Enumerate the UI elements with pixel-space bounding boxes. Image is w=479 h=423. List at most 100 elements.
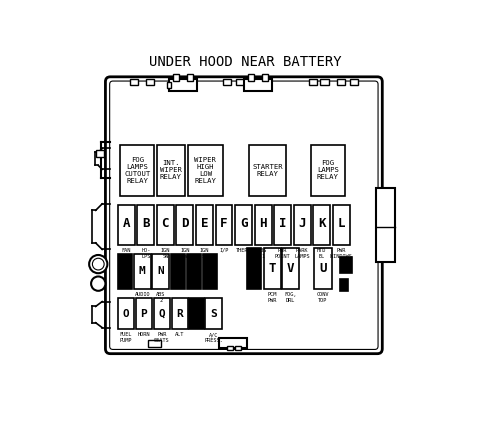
Bar: [136, 298, 152, 329]
Text: FOG
LAMPS
CUTOUT
RELAY: FOG LAMPS CUTOUT RELAY: [124, 157, 150, 184]
Bar: [320, 79, 329, 85]
Text: Q: Q: [159, 309, 165, 319]
Bar: [152, 254, 169, 288]
Text: PWR
WINDOWS: PWR WINDOWS: [331, 248, 352, 258]
Bar: [294, 206, 310, 244]
Bar: [169, 79, 197, 91]
Bar: [282, 248, 299, 288]
Bar: [333, 206, 350, 244]
Bar: [264, 248, 281, 288]
Text: STARTER
RELAY: STARTER RELAY: [252, 164, 283, 177]
Bar: [223, 79, 231, 85]
Text: J: J: [298, 217, 306, 230]
Text: I/P: I/P: [219, 248, 228, 253]
Bar: [96, 150, 104, 157]
Bar: [134, 254, 151, 288]
Bar: [154, 298, 170, 329]
Bar: [167, 82, 171, 88]
Text: IGN
SW: IGN SW: [160, 248, 170, 258]
Text: FOG,
DRL: FOG, DRL: [285, 292, 297, 302]
Text: R: R: [176, 309, 183, 319]
Bar: [236, 79, 244, 85]
Bar: [203, 254, 217, 288]
Text: IGN
SW: IGN SW: [180, 248, 190, 258]
Bar: [187, 254, 201, 288]
Text: A: A: [123, 217, 130, 230]
Bar: [227, 346, 233, 350]
Text: L: L: [338, 217, 345, 230]
Bar: [337, 79, 345, 85]
Text: ABS
1: ABS 1: [258, 248, 268, 258]
Bar: [340, 257, 353, 273]
Text: C: C: [161, 217, 169, 230]
Text: M: M: [139, 266, 146, 276]
Text: CONV
TOP: CONV TOP: [317, 292, 329, 302]
Text: K: K: [318, 217, 325, 230]
Text: HTD
BL: HTD BL: [317, 248, 326, 258]
Bar: [235, 346, 241, 350]
Bar: [157, 145, 184, 196]
Text: FOG
LAMPS
RELAY: FOG LAMPS RELAY: [317, 160, 339, 181]
Text: INT.
WIPER
RELAY: INT. WIPER RELAY: [160, 160, 182, 181]
Bar: [248, 74, 254, 81]
Bar: [350, 79, 358, 85]
Text: A/C
PRESS.: A/C PRESS.: [204, 332, 223, 343]
Text: ABS
2: ABS 2: [156, 292, 165, 302]
Bar: [314, 248, 332, 288]
Text: AUDIO: AUDIO: [135, 292, 150, 297]
Bar: [176, 206, 194, 244]
Bar: [171, 298, 188, 329]
Text: ALT: ALT: [175, 332, 184, 338]
Bar: [219, 338, 247, 348]
Text: T: T: [268, 262, 276, 275]
Text: HORN: HORN: [137, 332, 150, 338]
Bar: [190, 298, 204, 329]
Circle shape: [91, 277, 105, 291]
Bar: [313, 206, 330, 244]
Text: U: U: [319, 262, 327, 275]
Text: F: F: [220, 217, 228, 230]
Bar: [376, 187, 377, 227]
Text: B: B: [142, 217, 149, 230]
Bar: [274, 206, 291, 244]
Bar: [235, 206, 252, 244]
Text: THERM: THERM: [236, 248, 251, 253]
Bar: [118, 254, 132, 288]
Text: FAN: FAN: [122, 248, 131, 253]
Text: UNDER HOOD NEAR BATTERY: UNDER HOOD NEAR BATTERY: [149, 55, 342, 69]
Text: FUEL
PUMP: FUEL PUMP: [120, 332, 132, 343]
Bar: [171, 254, 185, 288]
Text: WIPER
HIGH
LOW
RELAY: WIPER HIGH LOW RELAY: [194, 157, 217, 184]
Text: I: I: [279, 217, 286, 230]
Bar: [146, 79, 154, 85]
Bar: [244, 79, 272, 91]
Bar: [205, 298, 222, 329]
Text: G: G: [240, 217, 247, 230]
Text: N: N: [158, 266, 164, 276]
Text: HD-
LPS: HD- LPS: [141, 248, 150, 258]
Text: PWR
POINT: PWR POINT: [275, 248, 290, 258]
Bar: [173, 74, 179, 81]
Bar: [376, 233, 377, 262]
Bar: [376, 187, 395, 262]
Bar: [187, 145, 223, 196]
Circle shape: [89, 255, 107, 273]
Bar: [249, 145, 286, 196]
Circle shape: [92, 258, 104, 270]
Bar: [340, 279, 348, 291]
Text: PARK
LAMPS: PARK LAMPS: [295, 248, 310, 258]
Bar: [309, 79, 317, 85]
Bar: [130, 79, 138, 85]
Text: IGN
SW: IGN SW: [200, 248, 209, 258]
Text: D: D: [181, 217, 189, 230]
Bar: [148, 340, 161, 347]
Bar: [247, 248, 262, 288]
Bar: [137, 206, 154, 244]
Text: E: E: [201, 217, 208, 230]
Text: PCM
PWR: PCM PWR: [267, 292, 277, 302]
FancyBboxPatch shape: [105, 77, 382, 354]
Bar: [118, 298, 134, 329]
Text: S: S: [210, 309, 217, 319]
Text: O: O: [123, 309, 129, 319]
Text: PWR
SEATS: PWR SEATS: [154, 332, 170, 343]
